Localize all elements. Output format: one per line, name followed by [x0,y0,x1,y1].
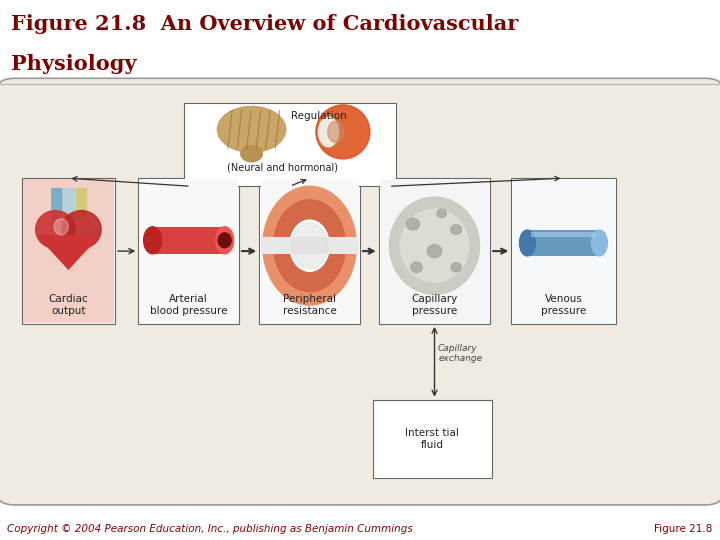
Ellipse shape [144,227,162,254]
FancyBboxPatch shape [153,227,225,254]
Ellipse shape [390,197,480,294]
Ellipse shape [400,209,469,282]
FancyBboxPatch shape [531,232,596,237]
Ellipse shape [520,230,535,256]
FancyBboxPatch shape [23,179,114,323]
FancyBboxPatch shape [140,179,238,323]
Ellipse shape [406,218,419,230]
Text: Capillary
exchange: Capillary exchange [438,344,482,363]
FancyBboxPatch shape [511,178,616,324]
Ellipse shape [36,211,75,248]
Text: Capillary
pressure: Capillary pressure [411,294,458,316]
FancyBboxPatch shape [184,103,396,186]
Text: Arterial
blood pressure: Arterial blood pressure [150,294,228,316]
Ellipse shape [292,222,328,268]
FancyBboxPatch shape [261,237,359,254]
Ellipse shape [218,233,231,248]
Ellipse shape [54,219,68,235]
Ellipse shape [592,230,607,256]
Text: (Neural and hormonal): (Neural and hormonal) [227,163,338,173]
Ellipse shape [316,105,370,159]
Text: Venous
pressure: Venous pressure [541,294,586,316]
FancyBboxPatch shape [373,400,492,478]
FancyBboxPatch shape [261,179,359,323]
FancyBboxPatch shape [513,179,614,323]
FancyBboxPatch shape [379,178,490,324]
Ellipse shape [451,225,462,234]
FancyBboxPatch shape [22,178,115,324]
Ellipse shape [217,106,286,152]
Ellipse shape [428,245,442,258]
Ellipse shape [451,263,462,272]
FancyBboxPatch shape [51,188,63,220]
FancyBboxPatch shape [138,178,239,324]
Ellipse shape [289,220,330,271]
Ellipse shape [328,121,343,143]
Text: Figure 21.8: Figure 21.8 [654,523,713,534]
FancyBboxPatch shape [0,78,720,505]
Text: Physiology: Physiology [11,54,136,74]
FancyBboxPatch shape [380,179,489,323]
Ellipse shape [318,117,338,147]
FancyBboxPatch shape [259,178,360,324]
Polygon shape [36,235,101,270]
Ellipse shape [62,211,101,248]
Ellipse shape [437,209,446,218]
Ellipse shape [240,146,262,162]
Text: Figure 21.8  An Overview of Cardiovascular: Figure 21.8 An Overview of Cardiovascula… [11,14,518,33]
Text: Copyright © 2004 Pearson Education, Inc., publishing as Benjamin Cummings: Copyright © 2004 Pearson Education, Inc.… [7,523,413,534]
Ellipse shape [274,200,346,292]
Text: Peripheral
resistance: Peripheral resistance [283,294,336,316]
FancyBboxPatch shape [527,230,599,256]
Ellipse shape [410,262,422,273]
Text: Regulation: Regulation [291,111,346,121]
FancyBboxPatch shape [76,188,87,220]
FancyBboxPatch shape [63,188,75,220]
Ellipse shape [216,227,233,254]
Ellipse shape [263,186,356,305]
Text: Interst tial
fluid: Interst tial fluid [405,428,459,449]
Text: Cardiac
output: Cardiac output [48,294,89,316]
